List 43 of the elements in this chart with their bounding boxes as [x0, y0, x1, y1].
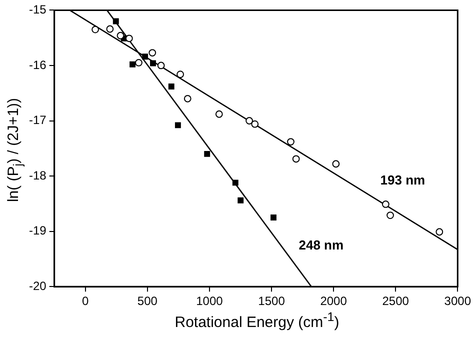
point [168, 84, 174, 90]
point [292, 155, 300, 163]
point [270, 214, 276, 220]
point [116, 32, 124, 40]
x-tick-label: 0 [82, 294, 90, 308]
x-tick-label: 500 [137, 294, 158, 308]
x-tick-label: 1500 [258, 294, 286, 308]
series-label: 248 nm [298, 237, 344, 252]
point [382, 200, 390, 208]
point [215, 110, 223, 118]
point [174, 122, 181, 128]
point [135, 59, 142, 66]
point [184, 94, 192, 102]
point [251, 120, 259, 128]
point [157, 62, 165, 70]
y-tick-label: -17 [29, 113, 47, 128]
point [176, 70, 184, 78]
point [142, 54, 148, 60]
point [92, 26, 99, 34]
y-tick-label: -20 [29, 278, 47, 293]
point [106, 25, 114, 33]
x-tick-label: 3000 [444, 294, 472, 308]
y-tick-label: -18 [29, 168, 47, 182]
point [112, 18, 119, 24]
point [238, 197, 244, 204]
point [130, 61, 136, 68]
series-label: 193 nm [380, 172, 426, 188]
x-tick-label: 2000 [320, 294, 348, 308]
point [332, 160, 340, 168]
point [232, 180, 238, 186]
x-tick-label: 1000 [196, 294, 224, 308]
point [246, 117, 253, 124]
point [148, 49, 156, 56]
y-tick-label: -16 [29, 58, 47, 72]
point [150, 60, 156, 66]
y-tick-label: -15 [29, 2, 47, 17]
point [436, 228, 444, 236]
point [287, 138, 294, 146]
point [386, 212, 394, 219]
x-axis-title: Rotational Energy (cm$^{-1}$) [174, 310, 340, 331]
x-tick-label: 2500 [382, 294, 410, 308]
y-tick-label: -19 [29, 224, 47, 238]
point [204, 150, 210, 157]
